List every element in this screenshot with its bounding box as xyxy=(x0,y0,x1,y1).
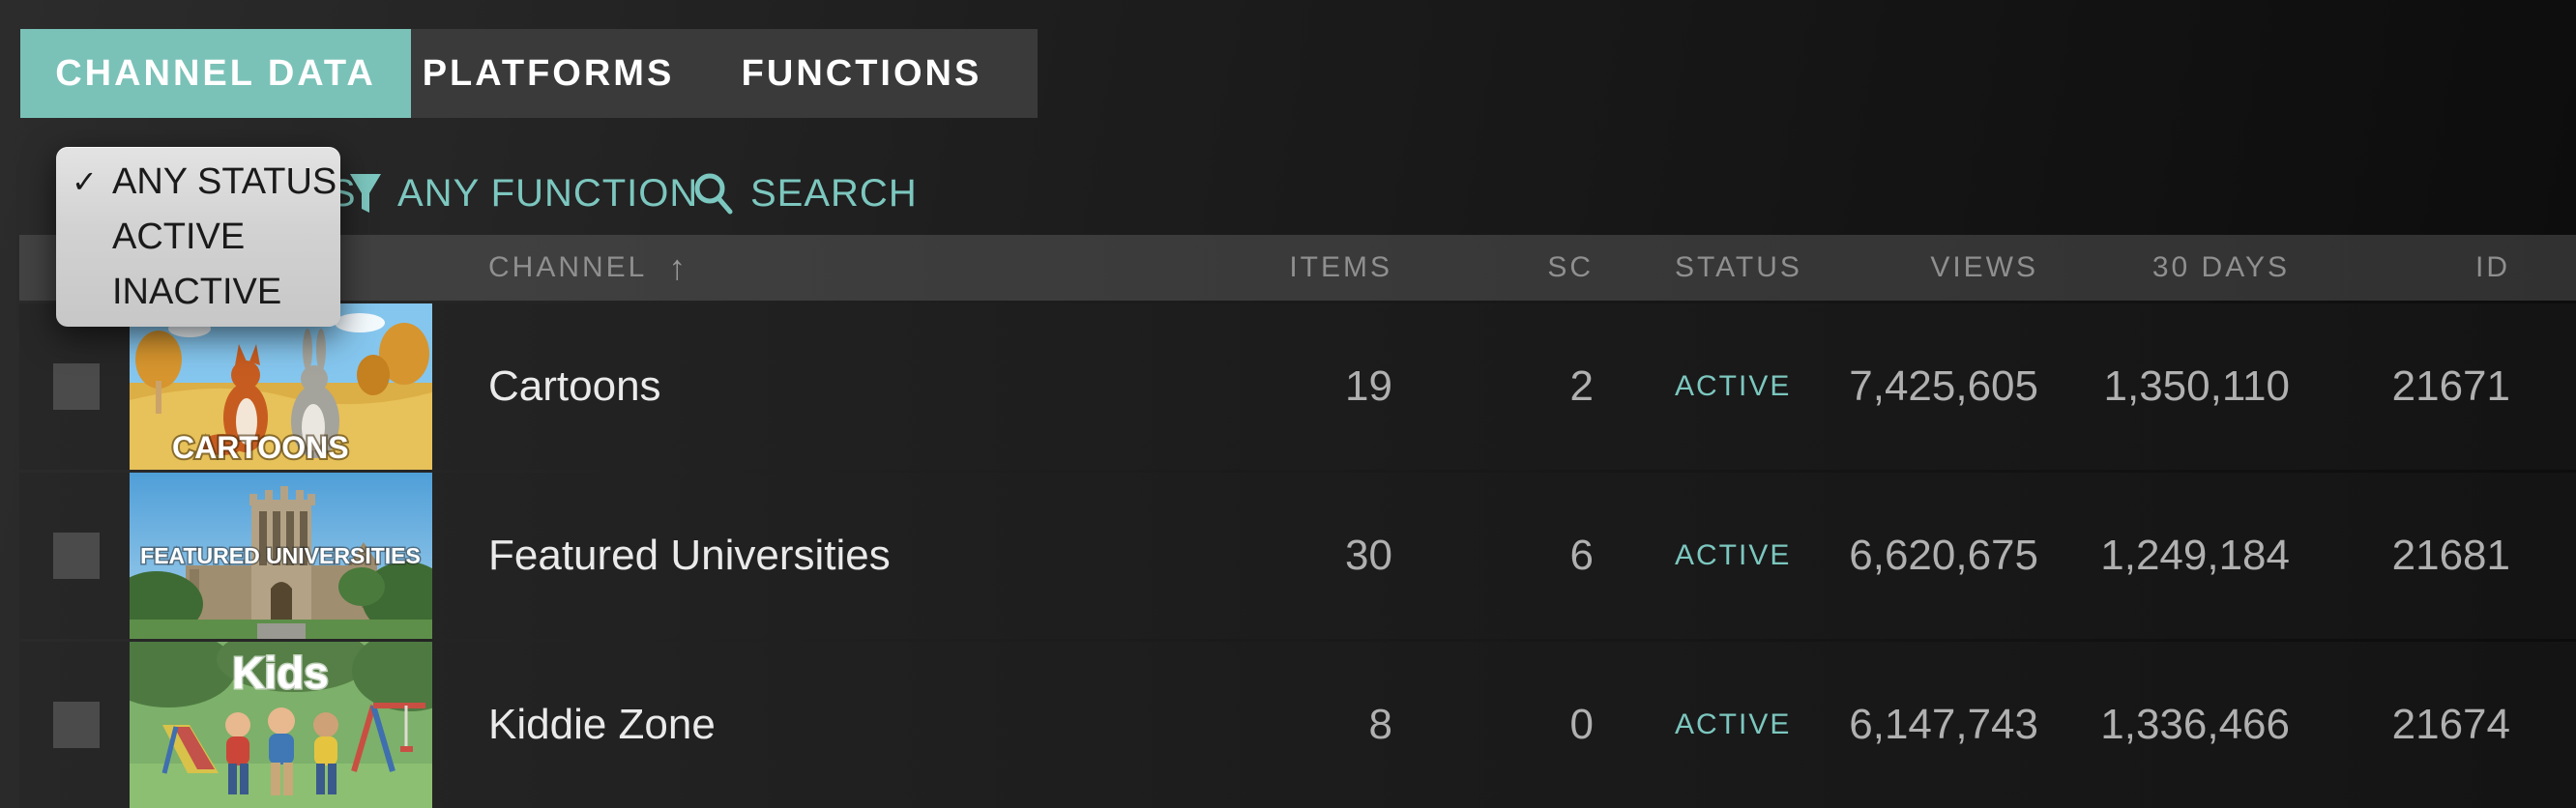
function-filter[interactable]: ANY FUNCTION xyxy=(349,166,698,220)
status-dropdown-menu: ✓ ANY STATUS ACTIVE INACTIVE xyxy=(56,147,340,327)
row-checkbox[interactable] xyxy=(53,702,100,748)
table-row-featured-universities[interactable]: FEATURED UNIVERSITIES Featured Universit… xyxy=(19,473,2576,639)
30days-value: 1,350,110 xyxy=(2103,362,2290,410)
tab-bar: CHANNEL DATA PLATFORMS FUNCTIONS xyxy=(20,29,1038,118)
views-value: 6,620,675 xyxy=(1849,532,2038,579)
channel-thumbnail-featured-universities: FEATURED UNIVERSITIES xyxy=(130,473,432,639)
column-header-channel[interactable]: CHANNEL ↑ xyxy=(432,247,1189,288)
id-value: 21681 xyxy=(2391,532,2510,579)
30days-value: 1,336,466 xyxy=(2100,701,2290,748)
table-row-kiddie-zone[interactable]: Kids Kiddie Zone 8 0 ACTIVE 6,147,743 1,… xyxy=(19,642,2576,808)
channels-table: CHANNEL ↑ ITEMS SC STATUS VIEWS 30 DAYS … xyxy=(19,235,2576,808)
tab-channel-data[interactable]: CHANNEL DATA xyxy=(20,29,411,118)
status-badge: ACTIVE xyxy=(1675,539,1792,571)
search-control[interactable]: SEARCH xyxy=(692,166,918,220)
channel-name: Cartoons xyxy=(488,362,661,410)
sort-ascending-icon: ↑ xyxy=(668,247,689,287)
views-value: 7,425,605 xyxy=(1849,362,2038,410)
dropdown-option-label: INACTIVE xyxy=(112,272,282,312)
status-badge: ACTIVE xyxy=(1675,708,1792,740)
sc-value: 2 xyxy=(1569,362,1594,410)
column-header-sc[interactable]: SC xyxy=(1547,251,1594,283)
dropdown-option-label: ANY STATUS xyxy=(112,161,337,202)
channel-name: Featured Universities xyxy=(488,532,891,579)
thumbnail-overlay-text: FEATURED UNIVERSITIES xyxy=(140,543,421,568)
function-filter-label: ANY FUNCTION xyxy=(397,171,699,215)
items-value: 30 xyxy=(1345,532,1392,579)
dropdown-option-any-status[interactable]: ✓ ANY STATUS xyxy=(56,155,340,210)
dropdown-option-active[interactable]: ACTIVE xyxy=(56,210,340,265)
row-checkbox[interactable] xyxy=(53,533,100,579)
table-row-cartoons[interactable]: CARTOONS Cartoons 19 2 ACTIVE 7,425,605 … xyxy=(19,303,2576,470)
column-header-channel-label: CHANNEL xyxy=(488,251,648,283)
dropdown-option-label: ACTIVE xyxy=(112,216,246,257)
tab-functions[interactable]: FUNCTIONS xyxy=(686,29,1038,118)
items-value: 8 xyxy=(1368,701,1392,748)
column-header-30days[interactable]: 30 DAYS xyxy=(2152,251,2290,283)
column-header-items[interactable]: ITEMS xyxy=(1289,251,1392,283)
channel-thumbnail-cartoons: CARTOONS xyxy=(130,303,432,470)
channel-thumbnail-kiddie-zone: Kids xyxy=(130,642,432,808)
items-value: 19 xyxy=(1345,362,1392,410)
search-icon xyxy=(694,173,733,215)
table-header-row: CHANNEL ↑ ITEMS SC STATUS VIEWS 30 DAYS … xyxy=(19,235,2576,301)
column-header-views[interactable]: VIEWS xyxy=(1930,251,2038,283)
column-header-status[interactable]: STATUS xyxy=(1675,251,1802,283)
checkmark-icon: ✓ xyxy=(72,164,98,199)
funnel-icon xyxy=(350,174,381,213)
row-checkbox[interactable] xyxy=(53,363,100,410)
thumbnail-overlay-text: CARTOONS xyxy=(172,430,349,465)
views-value: 6,147,743 xyxy=(1849,701,2038,748)
status-badge: ACTIVE xyxy=(1675,370,1792,402)
tab-platforms[interactable]: PLATFORMS xyxy=(411,29,686,118)
dropdown-option-inactive[interactable]: INACTIVE xyxy=(56,265,340,320)
channel-name: Kiddie Zone xyxy=(488,701,716,748)
sc-value: 6 xyxy=(1569,532,1594,579)
column-header-id[interactable]: ID xyxy=(2475,251,2510,283)
search-label: SEARCH xyxy=(750,171,918,215)
id-value: 21674 xyxy=(2391,701,2510,748)
thumbnail-overlay-text: Kids xyxy=(232,648,329,698)
sc-value: 0 xyxy=(1569,701,1594,748)
30days-value: 1,249,184 xyxy=(2100,532,2290,579)
id-value: 21671 xyxy=(2391,362,2510,410)
